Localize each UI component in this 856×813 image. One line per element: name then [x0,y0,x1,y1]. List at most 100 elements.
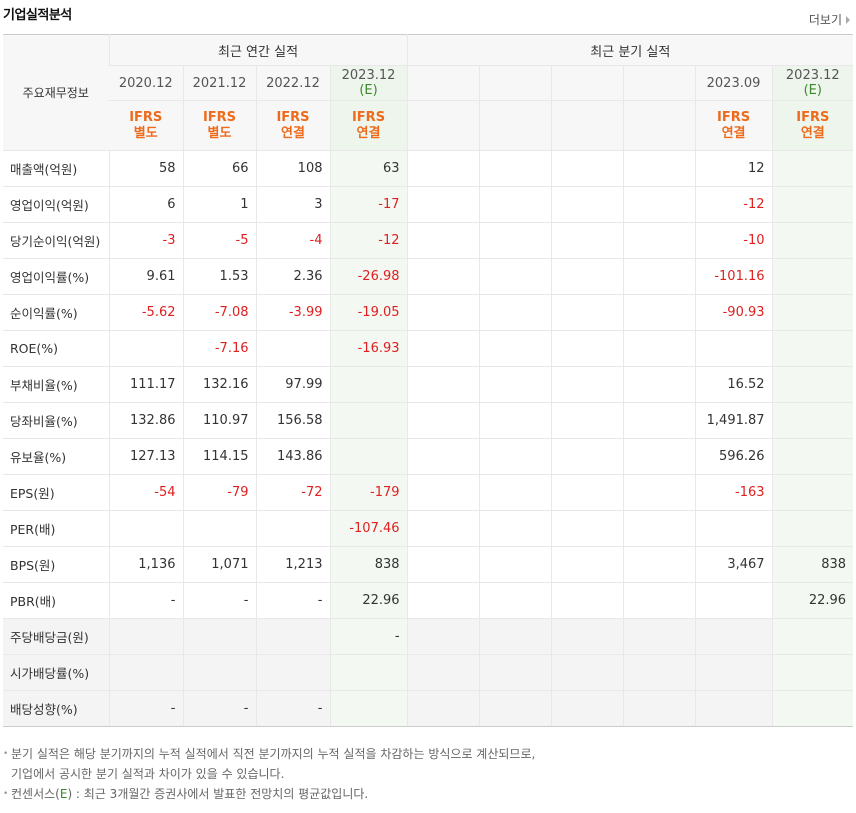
annual-cell: -16.93 [329,330,408,367]
quarter-cell [771,330,854,367]
quarter-cell [622,654,696,691]
footnote-consensus: 컨센서스(E) : 최근 3개월간 증권사에서 발표한 전망치의 평균값입니다. [3,784,535,804]
quarter-cell [550,258,624,295]
quarter-cell [550,402,624,439]
quarter-cell [694,690,773,727]
quarter-cell: -90.93 [694,294,773,331]
quarter-cell [622,546,696,583]
quarter-cell [622,402,696,439]
quarter-cell [478,150,552,187]
quarter-basis-5: IFRS 연결 [771,100,854,151]
row-name: PBR(배) [3,582,109,619]
annual-cell: 156.58 [255,402,330,439]
quarter-basis-2 [550,100,624,151]
more-label: 더보기 [808,13,842,27]
row-name: 당기순이익(억원) [3,222,109,259]
annual-cell: 58 [108,150,183,187]
quarter-cell [406,366,480,403]
row-name: 시가배당률(%) [3,654,109,691]
quarter-cell [622,690,696,727]
quarter-cell [550,618,624,655]
annual-cell: -179 [329,474,408,511]
table-row: 매출액(억원) 58 66 108 63 12 [3,150,854,187]
annual-cell: - [108,690,183,727]
quarter-period-4: 2023.09 [694,65,773,101]
quarter-basis-1 [478,100,552,151]
table-row: 유보율(%) 127.13 114.15 143.86 596.26 [3,438,854,475]
quarter-cell [550,510,624,547]
quarter-period-0 [406,65,480,101]
annual-cell: -5 [182,222,256,259]
table-row: 영업이익률(%) 9.61 1.53 2.36 -26.98 -101.16 [3,258,854,295]
annual-cell: 63 [329,150,408,187]
quarter-cell [478,690,552,727]
quarter-cell [622,618,696,655]
annual-cell [108,510,183,547]
quarter-cell [406,150,480,187]
quarter-cell [406,654,480,691]
annual-cell: -4 [255,222,330,259]
annual-cell: 127.13 [108,438,183,475]
annual-basis-0: IFRS 별도 [109,100,183,151]
quarter-cell [622,222,696,259]
row-name: 매출액(억원) [3,150,109,187]
quarter-cell [622,186,696,223]
quarter-cell [406,618,480,655]
quarter-cell [550,366,624,403]
quarter-cell [406,582,480,619]
row-name: 유보율(%) [3,438,109,475]
row-name: 영업이익률(%) [3,258,109,295]
more-link[interactable]: 더보기 [809,11,850,28]
annual-basis-3: IFRS 연결 [329,100,408,151]
row-name: EPS(원) [3,474,109,511]
annual-period-1: 2021.12 [182,65,256,101]
quarter-cell [771,654,854,691]
quarter-cell [550,474,624,511]
footnotes: 분기 실적은 해당 분기까지의 누적 실적에서 직전 분기까지의 누적 실적을 … [3,744,535,804]
quarter-cell [622,366,696,403]
quarter-cell [478,222,552,259]
quarter-cell [771,294,854,331]
quarter-cell [622,258,696,295]
annual-cell: 143.86 [255,438,330,475]
financial-table: 주요재무정보 최근 연간 실적 최근 분기 실적 2020.12 2021.12 2022… [3,34,854,727]
quarter-header: 최근 분기 실적 [406,34,854,66]
quarter-cell [478,582,552,619]
annual-cell [182,618,256,655]
quarter-cell [550,654,624,691]
table-row: 당좌비율(%) 132.86 110.97 156.58 1,491.87 [3,402,854,439]
annual-cell [329,690,408,727]
quarter-cell [622,150,696,187]
row-label-header: 주요재무정보 [3,34,109,151]
quarter-cell [771,222,854,259]
row-name: 부채비율(%) [3,366,109,403]
quarter-cell [771,366,854,403]
annual-cell: 838 [329,546,408,583]
annual-cell: 111.17 [108,366,183,403]
annual-cell: 9.61 [108,258,183,295]
quarter-cell [478,258,552,295]
annual-cell [182,654,256,691]
section-title: 기업실적분석 [3,8,72,23]
annual-cell [108,654,183,691]
quarter-cell [550,690,624,727]
quarter-cell [406,258,480,295]
quarter-period-1 [478,65,552,101]
quarter-cell [771,402,854,439]
annual-period-2: 2022.12 [255,65,330,101]
quarter-cell [478,618,552,655]
quarter-cell: -163 [694,474,773,511]
table-row: 순이익률(%) -5.62 -7.08 -3.99 -19.05 -90.93 [3,294,854,331]
quarter-cell [622,510,696,547]
quarter-cell [478,186,552,223]
annual-cell [255,618,330,655]
quarter-cell [550,546,624,583]
table-row: 주당배당금(원) - [3,618,854,655]
quarter-cell [771,690,854,727]
quarter-cell [406,294,480,331]
footnote-quarterly-cont: 기업에서 공시한 분기 실적과 차이가 있을 수 있습니다. [11,767,285,781]
quarter-cell [771,186,854,223]
quarter-cell [478,294,552,331]
annual-cell: -7.16 [182,330,256,367]
annual-cell: - [182,582,256,619]
